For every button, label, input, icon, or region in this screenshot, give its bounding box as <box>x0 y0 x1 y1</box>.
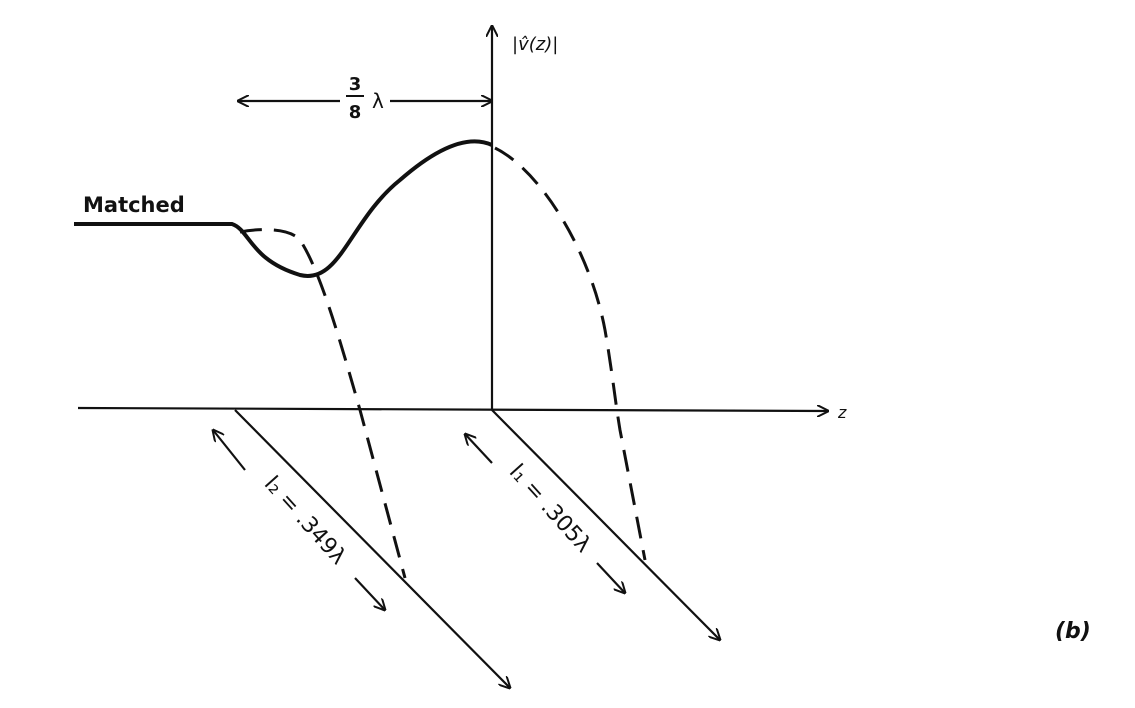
stub-1-line <box>491 409 720 640</box>
fraction-den: 8 <box>349 102 362 123</box>
stub-2-line <box>234 409 510 688</box>
panel-label: (b) <box>1055 619 1091 644</box>
dashed-curve-2 <box>239 228 407 579</box>
stub-1-dim-a <box>465 434 493 464</box>
z-label: z <box>837 403 847 422</box>
stub-2-dim-b <box>354 577 385 610</box>
stub-2-dim-a <box>213 430 246 471</box>
stub-2-label: l₂ = .349λ <box>259 472 351 570</box>
stub-1-dim-b <box>596 562 625 593</box>
fraction-num: 3 <box>349 74 362 95</box>
dashed-curve-1 <box>494 146 647 561</box>
matched-label: Matched <box>83 193 185 217</box>
voltage-curve <box>74 139 493 279</box>
lambda: λ <box>372 89 384 113</box>
v-label: |v̂(z)| <box>512 34 558 55</box>
z-axis <box>77 408 828 411</box>
stub-1-label: l₁ = .305λ <box>504 460 596 558</box>
